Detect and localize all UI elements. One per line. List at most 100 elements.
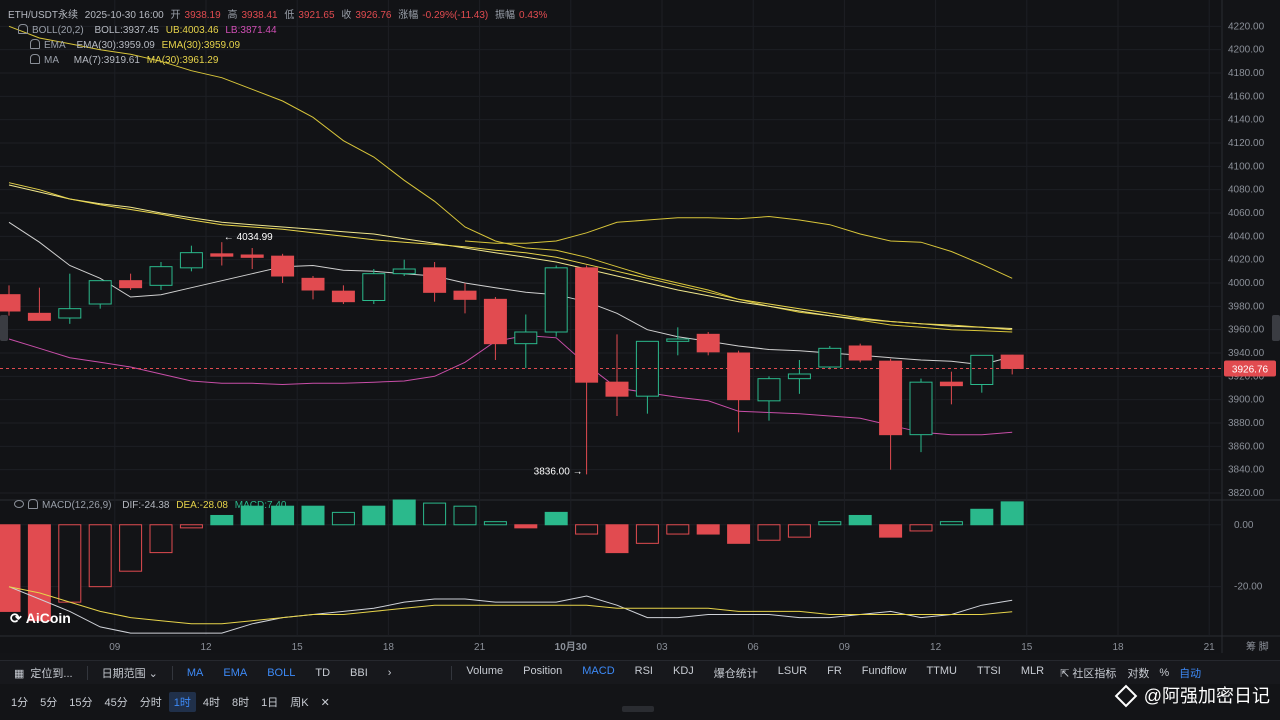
timeframe-2[interactable]: 15分 — [69, 697, 93, 709]
candle-body — [119, 280, 143, 289]
macd-dea-line — [8, 586, 1013, 625]
ema-value-2: EMA(30):3959.09 — [161, 40, 241, 51]
y-tick-label: 4040.00 — [1228, 231, 1265, 242]
boll-legend[interactable]: BOLL(20,2) BOLL:3937.45 UB:4003.46 LB:38… — [18, 24, 281, 38]
y-tick-label: 3820.00 — [1228, 488, 1265, 499]
boll-upper-line — [464, 215, 1013, 279]
sub-indicator-9[interactable]: TTMU — [926, 665, 957, 677]
log-scale-button[interactable]: 对数 — [1127, 668, 1150, 680]
macd-histogram-bar — [149, 524, 173, 554]
y-tick-label: 4180.00 — [1228, 68, 1265, 79]
macd-hist-value: MACD:7.40 — [234, 500, 287, 511]
alert-bell-icon[interactable] — [28, 499, 38, 509]
macd-histogram-bar — [423, 502, 447, 526]
close-icon[interactable]: ✕ — [320, 696, 330, 709]
macd-histogram-bar — [696, 524, 720, 535]
y-tick-label: 3960.00 — [1228, 325, 1265, 336]
timeframe-0[interactable]: 1分 — [11, 697, 29, 709]
locate-button[interactable]: ▦ 定位到... — [0, 665, 83, 681]
macd-histogram-bar — [392, 499, 416, 526]
main-indicator-ma[interactable]: MA — [186, 667, 204, 679]
panel-resize-handle[interactable] — [622, 706, 654, 712]
ema-value-1: EMA(30):3959.09 — [76, 40, 155, 51]
candlestick-chart[interactable]: 4220.00 4200.00 4180.00 4160.00 4140.00 4120.… — [0, 0, 1280, 660]
candle-body — [483, 298, 507, 345]
right-scroll-handle[interactable] — [1272, 315, 1280, 341]
main-indicator-td[interactable]: TD — [315, 667, 331, 679]
macd-histogram-bar — [879, 524, 903, 538]
timeframe-toolbar: 1分 5分 15分 45分 分时 1时 4时 8时 1日 周K ✕ — [0, 684, 1280, 720]
x-tick-label: 18 — [383, 642, 395, 653]
timeframe-7[interactable]: 8时 — [232, 697, 250, 709]
boll-name: BOLL(20,2) — [32, 25, 84, 36]
ema-legend[interactable]: EMA EMA(30):3959.09 EMA(30):3959.09 — [30, 39, 244, 53]
y-tick-label: 4140.00 — [1228, 115, 1265, 126]
timeframe-5[interactable]: 1时 — [168, 692, 196, 712]
sub-indicator-7[interactable]: FR — [827, 665, 842, 677]
main-indicator-ema[interactable]: EMA — [223, 667, 248, 679]
extreme-annotation: ← 4034.99 — [224, 232, 273, 243]
candle-body — [27, 312, 51, 321]
macd-histogram-bar — [1000, 501, 1024, 526]
candle-body — [1000, 354, 1024, 369]
sub-indicator-8[interactable]: Fundflow — [861, 665, 907, 677]
macd-histogram-bar — [210, 514, 234, 526]
x-tick-label: 21 — [1204, 642, 1216, 653]
x-tick-label: 15 — [1021, 642, 1033, 653]
candle-body — [453, 290, 477, 300]
date-range-label: 日期范围 — [101, 668, 146, 680]
timeframe-9[interactable]: 周K — [290, 697, 309, 709]
sub-indicator-5[interactable]: 爆仓统计 — [713, 668, 758, 680]
timeframe-6[interactable]: 4时 — [202, 697, 220, 709]
candle-body — [848, 345, 872, 361]
timeframe-8[interactable]: 1日 — [261, 697, 279, 709]
x-tick-label: 15 — [292, 642, 304, 653]
community-indicator-button[interactable]: ⇱ 社区指标 — [1054, 665, 1122, 681]
macd-histogram-bar — [909, 524, 933, 532]
sub-indicator-4[interactable]: KDJ — [673, 665, 694, 677]
y-tick-label: 4020.00 — [1228, 255, 1265, 266]
macd-dif-line — [8, 586, 1013, 634]
main-indicator-list: MA EMA BOLL TD BBI — [177, 667, 378, 679]
timeframe-4[interactable]: 分时 — [139, 697, 162, 709]
x-tick-label: 10月30 — [555, 641, 588, 653]
candle-body — [696, 333, 720, 353]
candle-body — [240, 254, 264, 258]
timeframe-1[interactable]: 5分 — [40, 697, 58, 709]
sub-indicator-11[interactable]: MLR — [1020, 665, 1045, 677]
boll-mid-line — [8, 221, 1013, 366]
macd-histogram-bar — [0, 524, 21, 612]
auto-scale-button[interactable]: 自动 — [1179, 668, 1202, 680]
date-range-button[interactable]: 日期范围 ⌄ — [92, 665, 168, 681]
timeframe-3[interactable]: 45分 — [104, 697, 128, 709]
watermark: @阿强加密日记 — [1114, 682, 1270, 708]
visibility-eye-icon[interactable] — [14, 500, 24, 508]
sub-indicator-10[interactable]: TTSI — [976, 665, 1001, 677]
candle-body — [879, 360, 903, 436]
sub-indicator-2[interactable]: MACD — [582, 665, 615, 677]
left-scroll-handle[interactable] — [0, 315, 8, 341]
chevron-right-icon[interactable]: › — [387, 667, 392, 679]
sub-indicator-0[interactable]: Volume — [466, 665, 504, 677]
sub-indicator-list: Volume Position MACD RSI KDJ 爆仓统计 LSUR FR Fundfl… — [456, 665, 1054, 681]
alert-bell-icon[interactable] — [30, 39, 40, 49]
alert-bell-icon[interactable] — [30, 54, 40, 64]
sub-indicator-1[interactable]: Position — [523, 665, 563, 677]
current-price-label: 3926.76 — [1232, 364, 1269, 375]
main-indicator-boll[interactable]: BOLL — [267, 667, 296, 679]
boll-ub-value: UB:4003.46 — [165, 25, 219, 36]
main-indicator-bbi[interactable]: BBI — [350, 667, 368, 679]
alert-bell-icon[interactable] — [18, 24, 28, 34]
macd-histogram-bar — [818, 521, 842, 526]
percent-scale-button[interactable]: % — [1159, 667, 1170, 679]
candle-body — [787, 373, 811, 380]
sub-indicator-6[interactable]: LSUR — [777, 665, 808, 677]
candle-body — [88, 280, 112, 305]
macd-histogram-bar — [635, 524, 659, 544]
macd-legend[interactable]: MACD(12,26,9) DIF:-24.38 DEA:-28.08 MACD… — [14, 499, 290, 513]
sub-indicator-3[interactable]: RSI — [634, 665, 653, 677]
macd-histogram-bar — [848, 514, 872, 526]
x-tick-label: 09 — [839, 642, 851, 653]
candle-body — [727, 352, 751, 401]
ma-legend[interactable]: MA MA(7):3919.61 MA(30):3961.29 — [30, 54, 222, 68]
